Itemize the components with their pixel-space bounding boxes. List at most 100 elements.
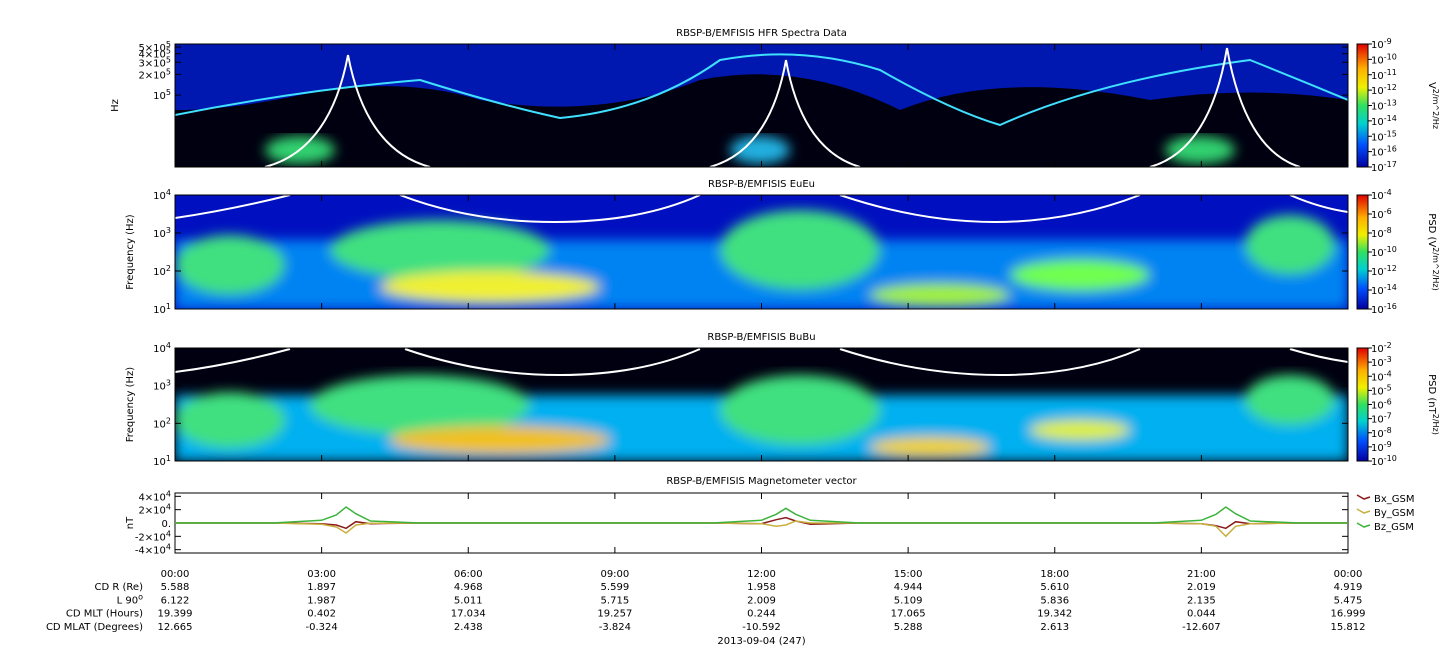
colorbar-label: PSD (V2/m^2/Hz): [1426, 213, 1441, 290]
colorbar-tick-label: 10-16: [1371, 144, 1397, 159]
colorbar-tick-label: 10-2: [1371, 341, 1392, 356]
panel-title: RBSP-B/EMFISIS HFR Spectra Data: [676, 28, 847, 39]
y-axis-label: Hz: [110, 99, 121, 112]
panel-title: RBSP-B/EMFISIS Magnetometer vector: [666, 476, 857, 487]
ephemeris-value: 5.588: [161, 582, 190, 593]
ephemeris-value: 0.044: [1187, 609, 1216, 620]
ephemeris-value: 2.009: [747, 595, 776, 606]
ephemeris-value: 2.135: [1187, 595, 1216, 606]
ephemeris-value: 5.610: [1040, 582, 1069, 593]
colorbar-tick-label: 10-14: [1371, 283, 1397, 298]
colorbar-tick-label: 10-6: [1371, 207, 1392, 222]
series-line: [175, 520, 1348, 538]
colorbar-tick-label: 10-12: [1371, 83, 1397, 98]
colorbar-tick-label: 10-11: [1371, 67, 1397, 82]
colorbar-tick-label: 10-15: [1371, 129, 1397, 144]
bubu-image: [175, 348, 1348, 461]
ephemeris-value: -12.607: [1182, 622, 1221, 633]
x-tick-label: 06:00: [454, 569, 483, 580]
colorbar-tick-label: 10-4: [1371, 188, 1392, 203]
y-tick-label: 103: [153, 226, 171, 241]
ephemeris-value: 17.034: [451, 609, 486, 620]
colorbar-tick-label: 10-6: [1371, 397, 1392, 412]
x-tick-label: 12:00: [747, 569, 776, 580]
ephemeris-value: 6.122: [161, 595, 190, 606]
y-tick-label: 0.: [161, 519, 171, 530]
ephemeris-value: 4.919: [1334, 582, 1363, 593]
colorbar: [1356, 194, 1369, 310]
eueu-image: [175, 195, 1348, 309]
x-tick-label: 09:00: [600, 569, 629, 580]
ephemeris-value: 2.438: [454, 622, 483, 633]
ephemeris-value: 4.944: [894, 582, 923, 593]
y-tick-label: 101: [153, 454, 171, 469]
colorbar-label: V2/m^2/Hz: [1426, 82, 1441, 129]
colorbar-tick-label: 10-8: [1371, 425, 1392, 440]
colorbar-tick-label: 10-7: [1371, 411, 1392, 426]
colorbar-tick-label: 10-10: [1371, 52, 1397, 67]
colorbar-tick-label: 10-13: [1371, 98, 1397, 113]
legend-swatch: [1356, 508, 1371, 514]
ephemeris-value: 2.613: [1040, 622, 1069, 633]
panel-title: RBSP-B/EMFISIS BuBu: [707, 332, 815, 343]
ephemeris-value: 5.288: [894, 622, 923, 633]
legend-label: Bz_GSM: [1374, 522, 1414, 533]
ephemeris-value: 16.999: [1331, 609, 1366, 620]
colorbar-tick-label: 10-10: [1371, 454, 1397, 469]
y-tick-label: 102: [153, 416, 171, 431]
ephemeris-value: -3.824: [599, 622, 631, 633]
colorbar-tick-label: 10-16: [1371, 302, 1397, 317]
ephemeris-value: 15.812: [1331, 622, 1366, 633]
legend-swatch: [1356, 494, 1371, 500]
legend-label: By_GSM: [1374, 508, 1415, 519]
y-tick-label: 4×105: [138, 46, 171, 61]
colorbar: [1356, 347, 1369, 462]
y-tick-label: 101: [153, 302, 171, 317]
legend-label: Bx_GSM: [1374, 494, 1415, 505]
y-tick-label: 2×105: [138, 67, 171, 82]
ephemeris-label: CD MLT (Hours): [66, 609, 143, 620]
y-tick-label: -4×104: [135, 542, 171, 557]
ephemeris-value: 19.257: [597, 609, 632, 620]
ephemeris-value: 5.836: [1040, 595, 1069, 606]
ephemeris-value: 5.475: [1334, 595, 1363, 606]
y-tick-label: 105: [153, 88, 171, 103]
ephemeris-value: 19.399: [158, 609, 193, 620]
colorbar-label: PSD (nT2/Hz): [1426, 374, 1441, 435]
colorbar-tick-label: 10-17: [1371, 160, 1397, 175]
ephemeris-value: -0.324: [306, 622, 338, 633]
series-line: [175, 506, 1348, 524]
y-axis-label: Frequency (Hz): [125, 214, 136, 290]
date-label: 2013-09-04 (247): [717, 636, 805, 647]
x-tick-label: 21:00: [1187, 569, 1216, 580]
ephemeris-value: 2.019: [1187, 582, 1216, 593]
ephemeris-label: CD R (Re): [95, 582, 144, 593]
colorbar-tick-label: 10-12: [1371, 264, 1397, 279]
panel-title: RBSP-B/EMFISIS EuEu: [708, 179, 815, 190]
y-tick-label: 4×104: [138, 489, 171, 504]
x-tick-label: 00:00: [161, 569, 190, 580]
colorbar-tick-label: 10-9: [1371, 439, 1392, 454]
ephemeris-value: 0.402: [307, 609, 336, 620]
y-axis-label: nT: [125, 516, 136, 529]
colorbar-tick-label: 10-5: [1371, 383, 1392, 398]
y-tick-label: -2×104: [135, 529, 171, 544]
colorbar-tick-label: 10-8: [1371, 226, 1392, 241]
x-tick-label: 03:00: [307, 569, 336, 580]
ephemeris-value: 4.968: [454, 582, 483, 593]
y-tick-label: 3×105: [138, 55, 171, 70]
legend-swatch: [1356, 522, 1371, 528]
ephemeris-value: 5.715: [601, 595, 630, 606]
ephemeris-value: 1.987: [307, 595, 336, 606]
colorbar-tick-label: 10-4: [1371, 369, 1392, 384]
ephemeris-value: -10.592: [742, 622, 781, 633]
colorbar-tick-label: 10-14: [1371, 113, 1397, 128]
ephemeris-value: 5.011: [454, 595, 483, 606]
ephemeris-value: 17.065: [891, 609, 926, 620]
x-tick-label: 00:00: [1334, 569, 1363, 580]
x-tick-label: 18:00: [1040, 569, 1069, 580]
ephemeris-label: L 90o: [117, 592, 143, 607]
ephemeris-value: 1.897: [307, 582, 336, 593]
colorbar-tick-label: 10-9: [1371, 37, 1392, 52]
y-tick-label: 2×104: [138, 502, 171, 516]
